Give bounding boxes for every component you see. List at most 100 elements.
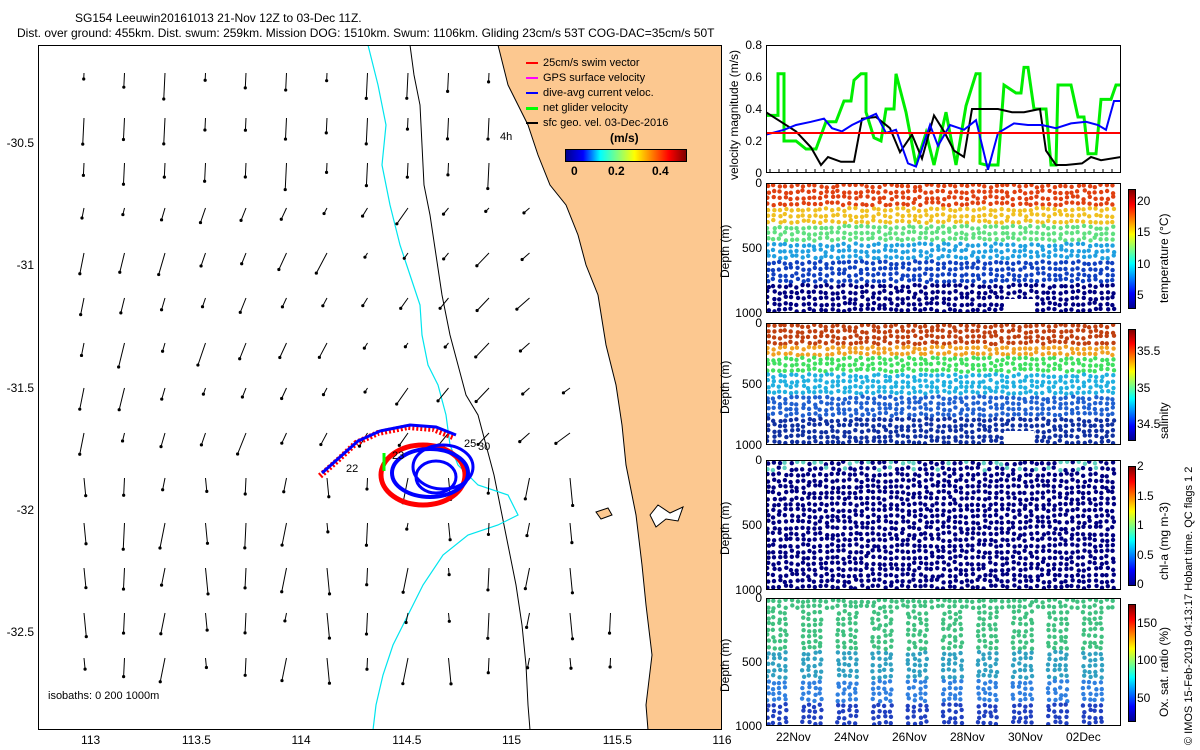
land-area — [497, 45, 722, 730]
temperature-panel-y-tick-500: 500 — [741, 241, 762, 255]
velocity-arrow — [364, 117, 368, 146]
velocity-arrow — [361, 297, 368, 308]
velocity-arrow — [277, 252, 287, 272]
series-sfc-velocity — [766, 107, 1121, 167]
oxygen-panel — [766, 598, 1121, 726]
section-x-tick-30Nov: 30Nov — [1008, 730, 1043, 744]
velocity-arrow — [486, 162, 490, 191]
velocity-arrow — [83, 657, 87, 671]
velocity-arrow — [243, 522, 247, 550]
velocity-arrow — [324, 117, 328, 135]
velocity-arrow — [122, 657, 126, 679]
velocity-arrow — [239, 207, 247, 222]
velocity-arrow — [486, 612, 490, 640]
velocity-panel — [766, 45, 1121, 173]
velocity-arrow — [205, 522, 210, 545]
velocity-arrow — [79, 342, 85, 358]
velocity-arrow — [243, 117, 248, 132]
temperature-panel-y-tick-0: 0 — [755, 176, 762, 190]
velocity-arrow — [405, 117, 410, 131]
velocity-arrow — [205, 567, 210, 596]
chl-panel-cb-tick-0.5: 0.5 — [1137, 547, 1154, 562]
colorbar-title: (m/s) — [610, 131, 639, 145]
velocity-arrow — [243, 657, 247, 677]
velocity-arrow — [81, 162, 86, 177]
oxygen-panel-y-tick-0: 0 — [755, 591, 762, 605]
velocity-arrow — [243, 72, 247, 90]
chl-panel-y-tick-500: 500 — [741, 518, 762, 532]
velocity-arrow — [279, 207, 287, 221]
velocity-arrow — [441, 207, 449, 216]
velocity-arrow — [525, 657, 530, 670]
velocity-arrow — [159, 432, 166, 449]
dac-loop-3 — [414, 459, 458, 495]
velocity-arrow — [159, 612, 166, 636]
velocity-arrow — [119, 297, 125, 315]
salinity-panel-y-tick-1000: 1000 — [735, 438, 762, 452]
velocity-arrow — [395, 387, 409, 406]
velocity-arrow — [401, 657, 409, 686]
velocity-arrow — [474, 387, 490, 404]
legend-entry-gps: GPS surface velocity — [526, 72, 706, 87]
velocity-arrow — [569, 612, 575, 641]
coast-detail — [649, 504, 684, 528]
velocity-arrow — [203, 117, 207, 132]
velocity-arrow — [83, 477, 88, 498]
velocity-arrow — [475, 252, 490, 268]
velocity-arrow — [360, 207, 368, 218]
velocity-arrow — [569, 477, 575, 508]
scale-arrow-label: 4h — [500, 131, 513, 143]
velocity-arrow — [121, 612, 126, 635]
velocity-arrow — [404, 612, 409, 625]
velocity-arrow — [446, 162, 450, 177]
velocity-arrow — [162, 72, 166, 101]
figure-title-line1: SG154 Leeuwin20161013 21-Nov 12Z to 03-D… — [75, 11, 362, 25]
velocity-arrow — [205, 612, 209, 632]
velocity-arrow — [518, 342, 530, 353]
salinity-panel-y-tick-0: 0 — [755, 316, 762, 330]
velocity-arrow — [442, 252, 449, 261]
velocity-arrow — [280, 567, 287, 594]
velocity-arrow — [447, 612, 451, 623]
salinity-panel — [766, 323, 1121, 445]
velocity-arrow — [117, 387, 125, 412]
velocity-arrow — [447, 567, 451, 577]
legend-entry-sfc: sfc geo. vel. 03-Dec-2016 — [526, 117, 706, 132]
velocity-arrow — [525, 612, 530, 629]
track-label-30: 30 — [478, 441, 491, 453]
velocity-arrow — [162, 162, 166, 179]
map-panel: 25cm/s swim vector GPS surface velocity … — [38, 45, 722, 730]
velocity-arrow — [162, 117, 166, 146]
velocity-arrow — [401, 567, 409, 594]
velocity-arrow — [405, 522, 409, 531]
velocity-arrow — [520, 252, 530, 262]
velocity-arrow — [280, 297, 287, 309]
map-x-tick-113.5: 113.5 — [181, 733, 211, 747]
velocity-arrow — [83, 567, 88, 590]
velocity-canvas — [766, 65, 1121, 173]
velocity-arrow — [569, 522, 574, 545]
chl-panel-cb-tick-1: 1 — [1137, 518, 1144, 532]
track-label-25: 25 — [464, 438, 477, 450]
colorbar-tick-2: 0.4 — [652, 164, 669, 178]
velocity-arrow — [314, 252, 328, 275]
dac-track — [321, 423, 457, 475]
velocity-arrow — [324, 162, 329, 174]
chl-panel-cb-tick-2: 2 — [1137, 459, 1144, 473]
velocity-arrow — [284, 72, 288, 92]
colorbar-tick-1: 0.2 — [608, 164, 625, 178]
velocity-arrow — [474, 342, 490, 359]
chl-panel-canvas — [766, 460, 1117, 590]
velocity-arrow — [518, 432, 530, 444]
velocity-arrow — [484, 207, 490, 214]
velocity-arrow — [238, 342, 247, 361]
velocity-arrow — [326, 477, 331, 499]
velocity-arrow — [204, 657, 209, 670]
velocity-arrow — [121, 207, 125, 217]
oxygen-panel-colorbar — [1128, 604, 1136, 722]
island — [595, 507, 613, 520]
velocity-arrow — [200, 297, 206, 309]
map-x-tick-114.5: 114.5 — [392, 733, 422, 747]
velocity-arrow — [122, 477, 126, 497]
velocity-arrow — [364, 72, 368, 100]
